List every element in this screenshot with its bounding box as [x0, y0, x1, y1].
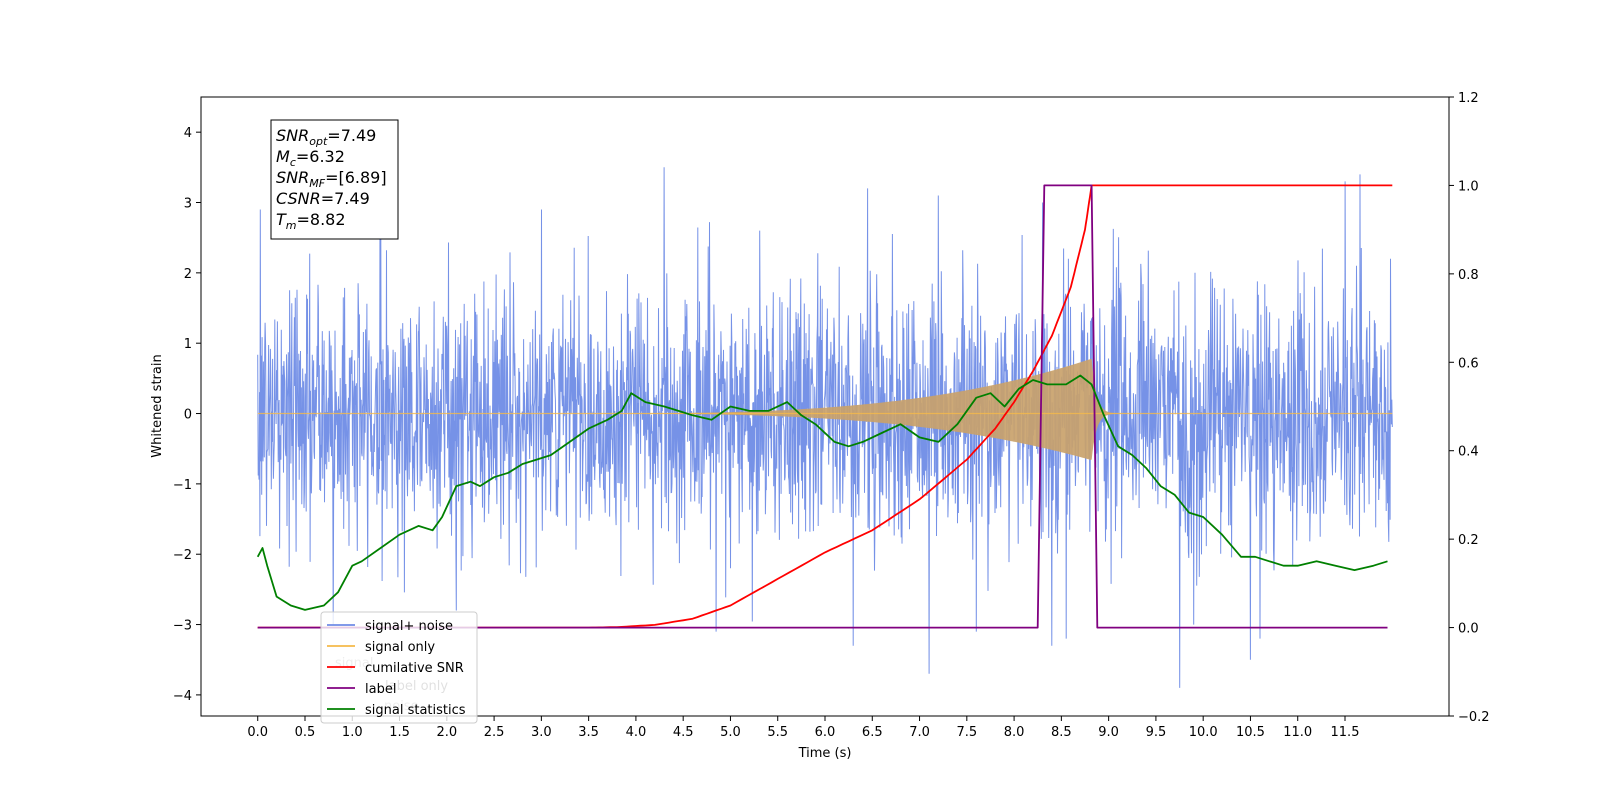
x-tick-label: 5.0	[720, 725, 741, 740]
y-left-tick-label: 3	[184, 197, 192, 212]
plot-area	[256, 167, 1393, 688]
x-tick-label: 10.5	[1236, 725, 1265, 740]
y-axis-left: −4 −3 −2 −1 0 1 2 3 4	[173, 126, 201, 704]
y-left-tick-label: −4	[173, 689, 192, 704]
x-tick-label: 10.0	[1189, 725, 1218, 740]
y-left-tick-label: 4	[184, 126, 192, 141]
x-tick-label: 0.0	[247, 725, 268, 740]
x-tick-label: 2.5	[484, 725, 505, 740]
x-tick-label: 4.5	[673, 725, 694, 740]
x-tick-label: 6.0	[815, 725, 836, 740]
y-left-tick-label: 1	[184, 337, 192, 352]
legend-entry-label: signal only	[365, 640, 435, 655]
signal-only-envelope	[560, 358, 1137, 460]
x-axis: 0.0 0.5 1.0 1.5 2.0 2.5 3.0 3.5 4.0 4.5 5.0 5.5 6.0 6…	[247, 716, 1359, 740]
x-tick-label: 3.0	[531, 725, 552, 740]
y-right-tick-label: 0.4	[1458, 445, 1479, 460]
legend-entry-label: cumilative SNR	[365, 661, 464, 676]
x-tick-label: 4.0	[626, 725, 647, 740]
y-right-tick-label: 0.0	[1458, 622, 1479, 637]
x-tick-label: 9.0	[1098, 725, 1119, 740]
y-axis-label: Whitened strain	[150, 354, 165, 457]
cumulative-snr-series	[257, 184, 1393, 629]
y-left-tick-label: −2	[173, 548, 192, 563]
y-left-tick-label: −1	[173, 478, 192, 493]
y-right-tick-label: 1.2	[1458, 91, 1479, 106]
y-left-tick-label: 0	[184, 408, 192, 423]
x-tick-label: 5.5	[767, 725, 788, 740]
x-tick-label: 9.5	[1146, 725, 1167, 740]
legend-frame	[320, 611, 478, 724]
x-tick-label: 0.5	[295, 725, 316, 740]
x-tick-label: 11.0	[1283, 725, 1312, 740]
x-tick-label: 1.0	[342, 725, 363, 740]
legend-entry-label: label	[365, 682, 396, 697]
stats-line: CSNR=7.49	[276, 189, 370, 208]
x-tick-label: 11.5	[1331, 725, 1360, 740]
label-series	[257, 184, 1388, 629]
y-right-tick-label: −0.2	[1458, 710, 1490, 725]
x-tick-label: 7.5	[956, 725, 977, 740]
legend: label onlysignalnoisesignal+ noisesignal…	[320, 611, 478, 724]
x-tick-label: 2.0	[436, 725, 457, 740]
legend-entry-label: signal statistics	[365, 703, 466, 718]
signal-statistics-series	[256, 374, 1388, 611]
stats-line: SNRMF=[6.89]	[276, 168, 387, 190]
stats-box-frame	[270, 119, 399, 240]
x-tick-label: 8.5	[1051, 725, 1072, 740]
x-tick-label: 6.5	[862, 725, 883, 740]
signal-noise-series	[257, 167, 1393, 688]
y-right-tick-label: 0.8	[1458, 268, 1479, 283]
y-left-tick-label: −3	[173, 619, 192, 634]
x-tick-label: 8.0	[1004, 725, 1025, 740]
legend-entry-label: signal+ noise	[365, 619, 453, 634]
y-right-tick-label: 1.0	[1458, 179, 1479, 194]
y-right-tick-label: 0.2	[1458, 533, 1479, 548]
stats-line: Tm=8.82	[276, 210, 346, 232]
y-right-tick-label: 0.6	[1458, 356, 1479, 371]
x-tick-label: 3.5	[578, 725, 599, 740]
x-axis-label: Time (s)	[798, 746, 852, 761]
x-tick-label: 1.5	[389, 725, 410, 740]
x-tick-label: 7.0	[909, 725, 930, 740]
y-left-tick-label: 2	[184, 267, 192, 282]
stats-line: Mc=6.32	[276, 147, 345, 169]
y-axis-right: −0.2 0.0 0.2 0.4 0.6 0.8 1.0 1.2	[1449, 91, 1490, 725]
stats-line: SNRopt=7.49	[276, 126, 376, 148]
